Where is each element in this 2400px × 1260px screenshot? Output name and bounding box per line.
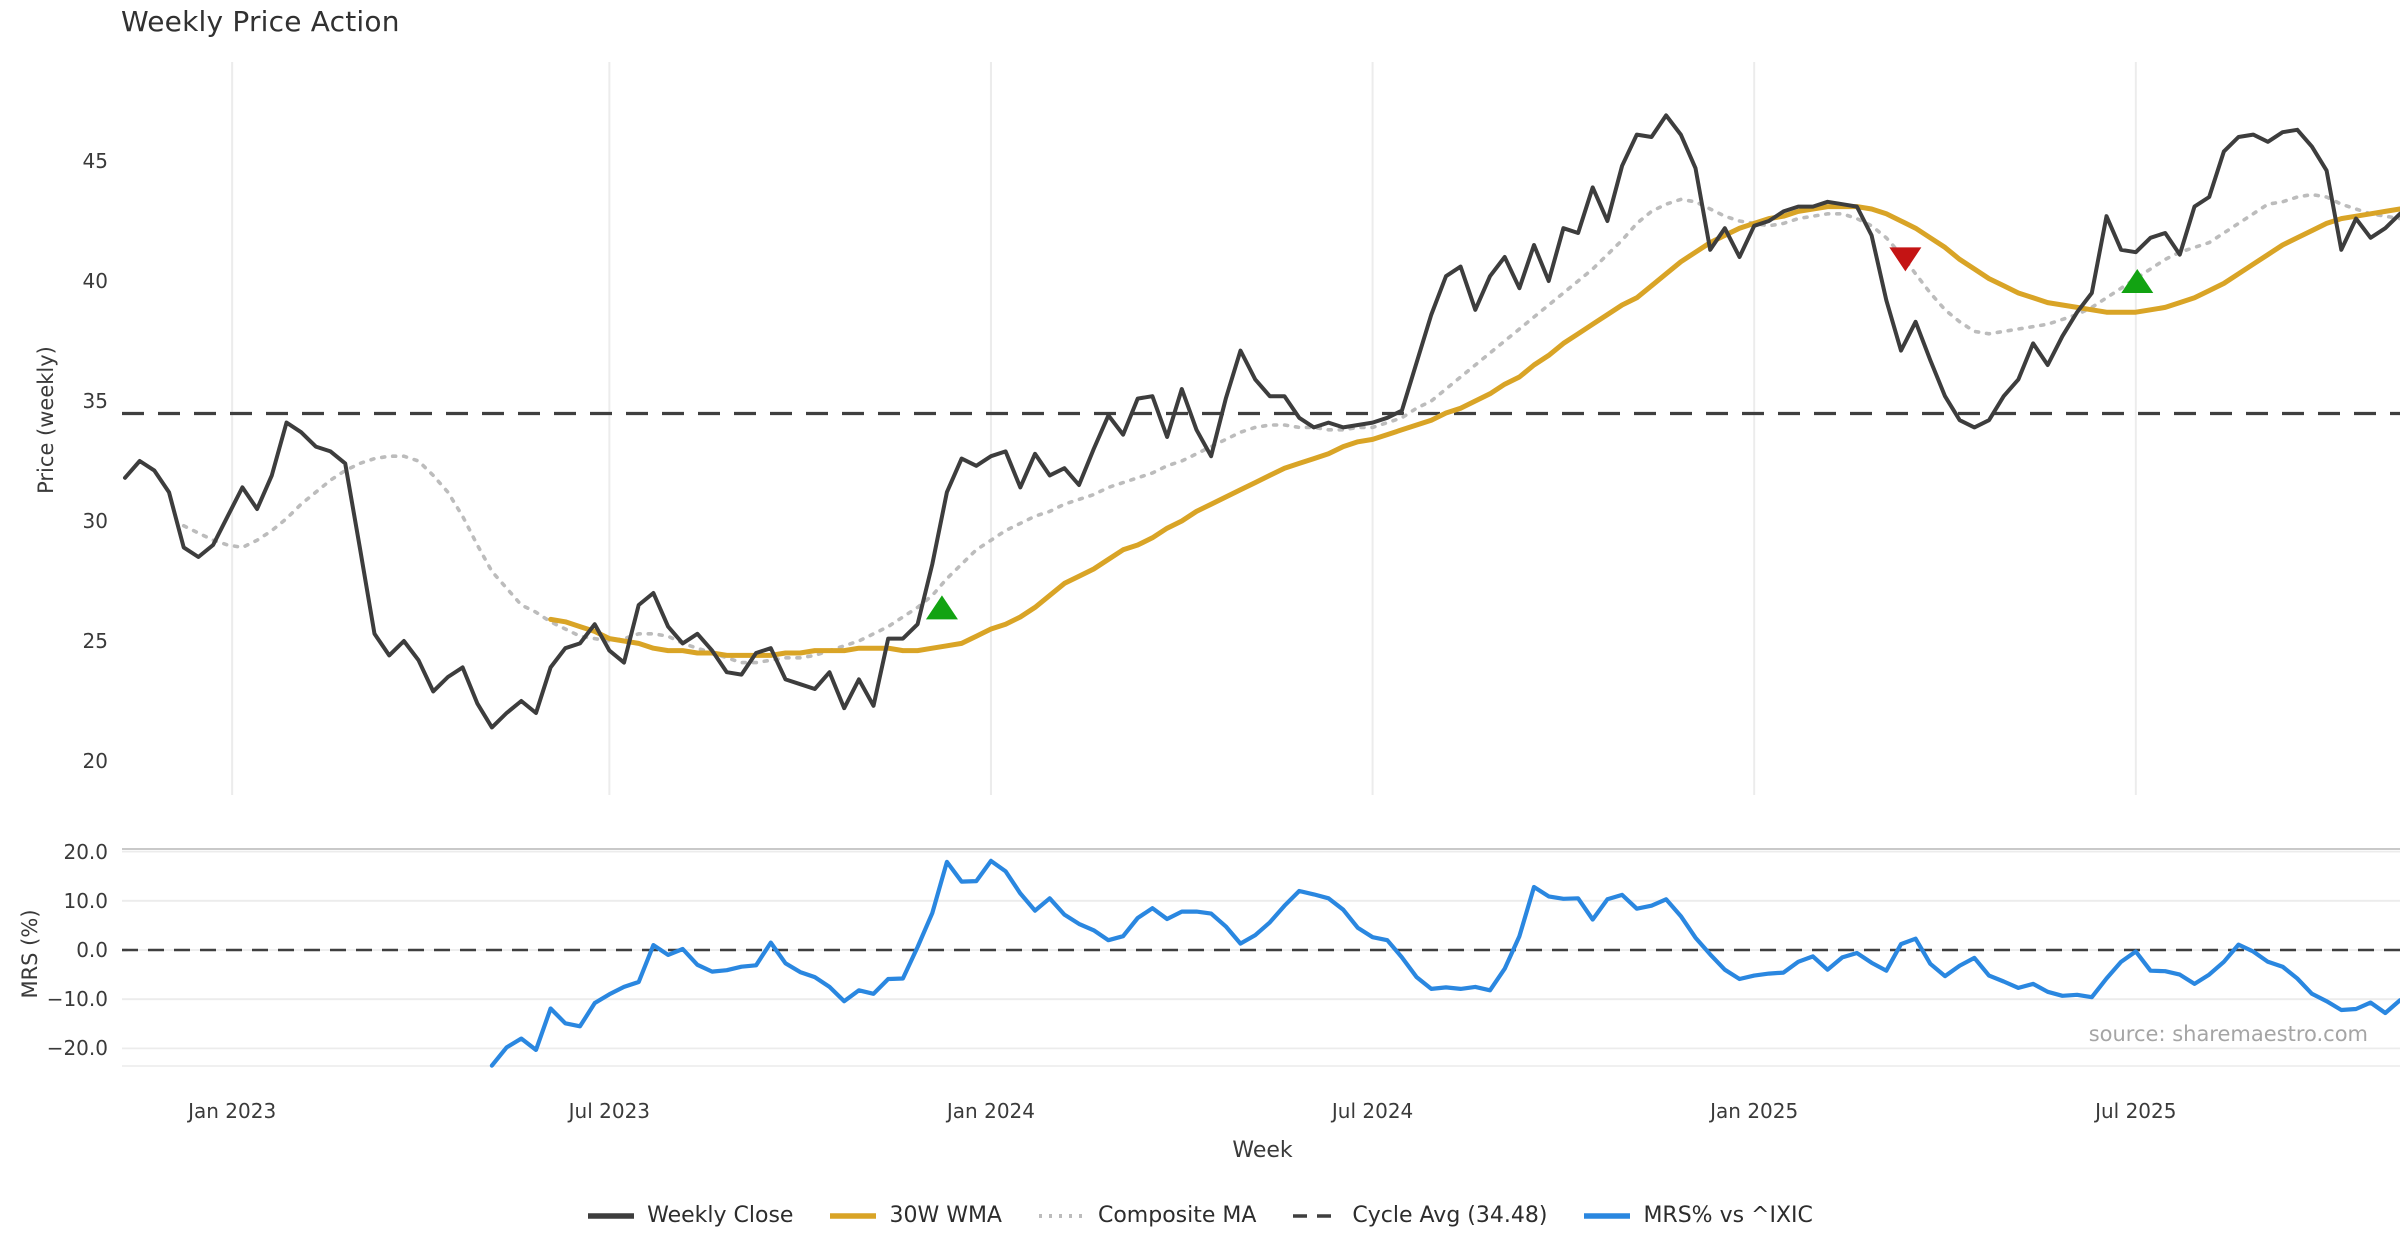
legend-item: 30W WMA: [829, 1203, 1002, 1228]
legend-label: Cycle Avg (34.48): [1352, 1203, 1548, 1228]
price-axis-label: Price (weekly): [34, 346, 58, 494]
price-ytick-label: 40: [82, 269, 108, 293]
sell-marker-icon: [1889, 247, 1922, 272]
price-ytick-label: 20: [82, 749, 108, 773]
legend-label: Weekly Close: [647, 1203, 794, 1228]
legend-label: Composite MA: [1097, 1203, 1257, 1228]
weekly-close-line: [123, 113, 2400, 730]
wma-line: [548, 204, 2400, 658]
x-tick-label: Jul 2024: [1331, 1099, 1414, 1123]
chart-title: Weekly Price Action: [121, 5, 400, 38]
x-tick-label: Jan 2023: [188, 1099, 277, 1123]
legend-item: Composite MA: [1038, 1203, 1256, 1228]
source-credit: source: sharemaestro.com: [2088, 1022, 2368, 1046]
legend-swatch-solid-icon: [830, 1212, 877, 1219]
x-tick-label: Jan 2024: [946, 1099, 1035, 1123]
mrs-ytick-label: −20.0: [46, 1036, 108, 1061]
x-tick-label: Jan 2025: [1710, 1099, 1799, 1123]
legend-label: 30W WMA: [889, 1203, 1002, 1228]
mrs-ytick-label: 0.0: [76, 938, 108, 962]
mrs-ytick-label: 20.0: [63, 839, 108, 864]
legend-swatch-dotted-icon: [1038, 1213, 1085, 1218]
x-tick-label: Jul 2023: [568, 1099, 651, 1123]
price-ytick-label: 25: [82, 629, 108, 653]
legend-item: Weekly Close: [587, 1203, 793, 1228]
mrs-ytick-label: 10.0: [63, 888, 108, 913]
legend-item: MRS% vs ^IXIC: [1583, 1203, 1813, 1228]
buy-marker-icon: [925, 595, 958, 620]
price-ytick-label: 35: [82, 389, 108, 413]
legend-item: Cycle Avg (34.48): [1292, 1203, 1547, 1228]
price-ytick-label: 30: [82, 509, 108, 533]
mrs-line: [489, 858, 2400, 1068]
chart-legend: Weekly Close 30W WMA Composite MA Cycle …: [0, 1203, 2400, 1228]
legend-swatch-dashed-icon: [1293, 1213, 1340, 1218]
composite-ma-line: [181, 192, 2400, 665]
price-ytick-label: 45: [82, 149, 108, 173]
x-axis-label: Week: [1232, 1138, 1293, 1163]
legend-swatch-solid-icon: [1584, 1212, 1631, 1219]
x-tick-label: Jul 2025: [2095, 1099, 2177, 1123]
buy-marker-icon: [2121, 269, 2154, 293]
mrs-ytick-label: −10.0: [46, 987, 108, 1012]
legend-swatch-solid-icon: [588, 1212, 635, 1219]
legend-label: MRS% vs ^IXIC: [1643, 1203, 1813, 1228]
